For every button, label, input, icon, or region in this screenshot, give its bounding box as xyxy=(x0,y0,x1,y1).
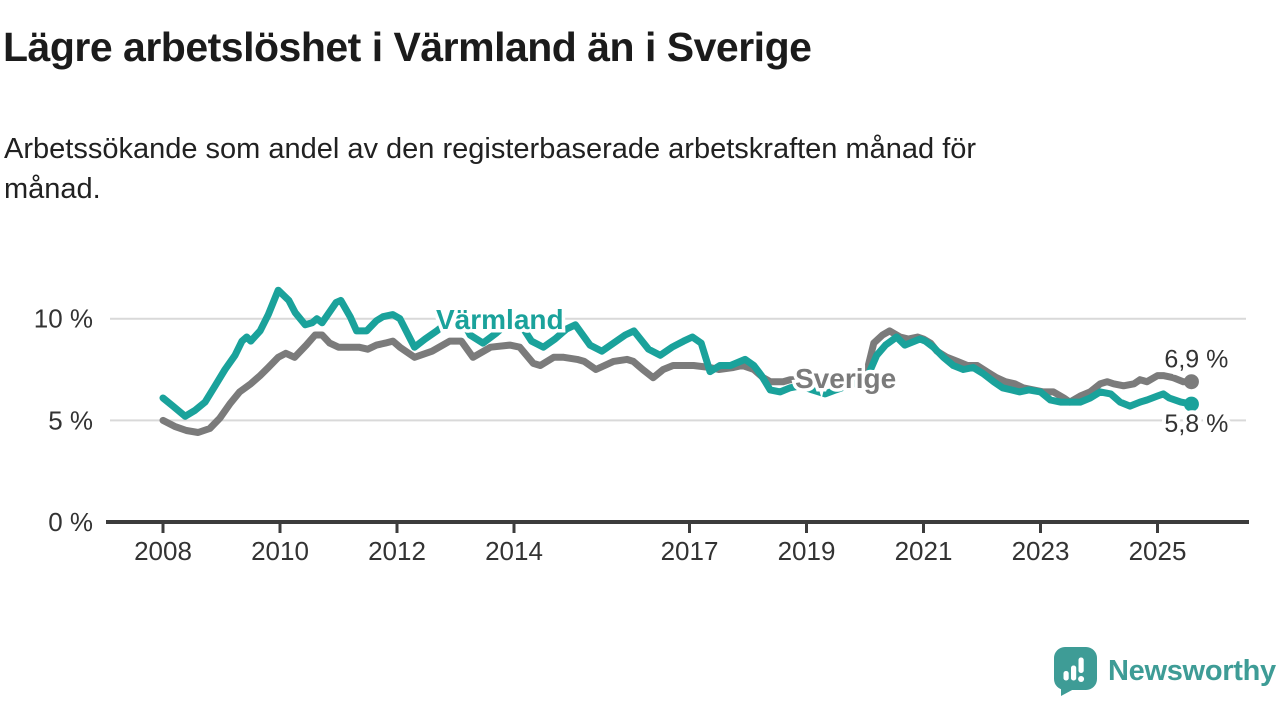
y-axis-tick-label: 10 % xyxy=(34,304,93,334)
subtitle-line-1: Arbetssökande som andel av den registerb… xyxy=(4,133,977,165)
x-axis-tick-label: 2014 xyxy=(485,536,543,566)
newsworthy-brand: Newsworthy xyxy=(1053,646,1276,697)
series-line-varmland xyxy=(159,286,1195,420)
y-axis-tick-label: 5 % xyxy=(48,405,93,435)
x-axis-tick-label: 2008 xyxy=(134,536,192,566)
x-axis-tick-label: 2012 xyxy=(368,536,426,566)
y-axis-tick-label: 0 % xyxy=(48,507,93,537)
x-axis-tick-label: 2017 xyxy=(661,536,719,566)
end-dot-sverige xyxy=(1183,374,1199,390)
page-title: Lägre arbetslöshet i Värmland än i Sveri… xyxy=(3,24,812,70)
end-dot-varmland xyxy=(1183,396,1199,412)
newsworthy-logo-icon xyxy=(1054,647,1097,696)
x-axis-tick-label: 2019 xyxy=(778,536,836,566)
x-axis-tick-label: 2025 xyxy=(1129,536,1187,566)
series-label-sverige: Sverige xyxy=(795,363,896,394)
end-value-label-varmland: 5,8 % xyxy=(1164,410,1228,438)
page-subtitle: Arbetssökande som andel av den registerb… xyxy=(4,129,976,209)
x-axis-tick-label: 2021 xyxy=(895,536,953,566)
x-axis-tick-label: 2023 xyxy=(1012,536,1070,566)
subtitle-line-2: månad. xyxy=(4,173,101,205)
x-axis-tick-label: 2010 xyxy=(251,536,309,566)
series-label-varmland: Värmland xyxy=(436,304,564,335)
end-value-label-sverige: 6,9 % xyxy=(1164,346,1228,374)
newsworthy-logo-text: Newsworthy xyxy=(1108,655,1276,687)
